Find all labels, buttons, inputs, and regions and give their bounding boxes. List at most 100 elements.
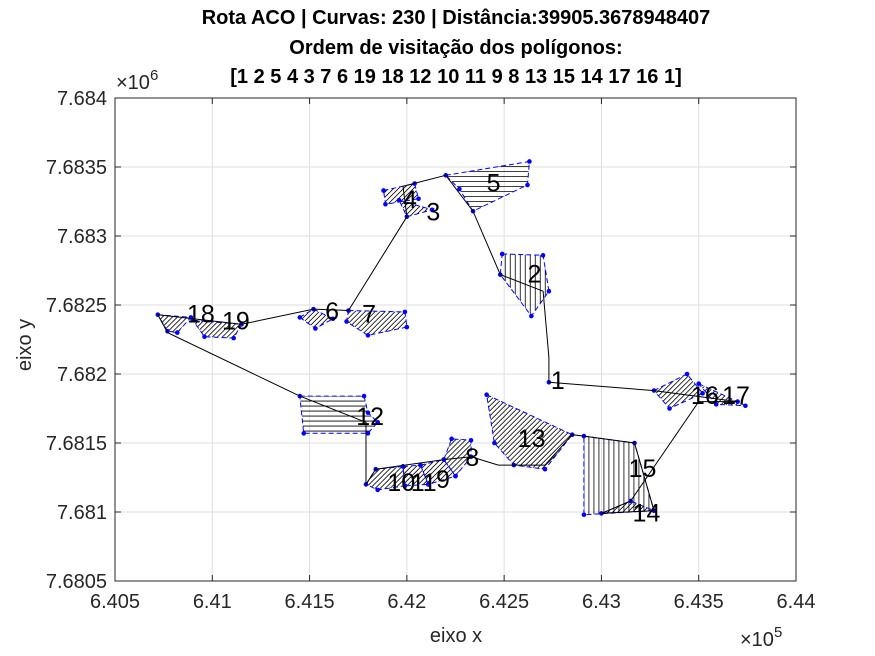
x-axis-label: eixo x [430,625,482,647]
y-tick-label: 7.684 [57,88,107,110]
hatch-line [361,310,387,336]
polygon-vertex [540,253,546,258]
hatch-line [621,501,635,514]
polygon-label-16: 16 [691,382,719,410]
polygon-outline-11 [402,464,430,487]
x-tick-label: 6.44 [777,591,816,613]
y-tick-label: 7.6815 [46,433,107,455]
chart-title-line-3: [1 2 5 4 3 7 6 19 18 12 10 11 9 8 13 15 … [230,66,681,88]
polygon-vertex [418,462,423,468]
hatch-line [393,466,405,490]
x-tick-label: 6.41 [193,591,232,613]
polygon-vertex [527,159,532,164]
y-tick-label: 7.681 [57,502,107,524]
hatch-line [346,310,357,336]
hatch-line [443,438,467,477]
polygon-vertex [457,186,462,192]
polygon-vertex [301,431,307,436]
polygon-label-1: 1 [551,367,565,395]
polygon-label-10: 10 [387,469,415,497]
polygon-outline-13 [485,393,573,470]
polygon-vertex [525,182,530,188]
polygon-label-4: 4 [403,186,417,214]
route [156,174,738,514]
x-tick-label: 6.435 [674,591,724,613]
polygon-outline-5 [444,160,530,212]
y-tick-label: 7.683 [57,226,107,248]
hatch-line [399,200,407,217]
polygon-hatch-15 [583,436,654,515]
polygon-vertex [231,335,236,341]
hatch-line [660,374,696,409]
hatch-line [368,466,393,490]
polygon-label-2: 2 [527,261,541,289]
polygon-vertex [743,403,748,409]
polygon-vertex [404,324,410,330]
chart-title-line-2: Ordem de visitação dos polígonos: [289,37,622,59]
polygon-label-5: 5 [487,170,501,198]
polygon-vertex [344,319,349,324]
polygon-vertex [484,392,489,398]
y-tick-label: 7.6835 [46,157,107,179]
hatch-line [205,320,225,339]
x-axis-multiplier: ×105 [740,624,782,651]
polygon-vertex [383,201,388,207]
polygon-label-12: 12 [356,403,384,431]
polygon-label-13: 13 [518,425,546,453]
hatch-line [346,310,367,336]
polygon-vertex [713,402,719,407]
hatch-line [435,459,456,485]
hatch-line [541,394,573,470]
polygon-label-17: 17 [722,382,750,410]
hatch-line [403,465,408,486]
hatch-line [192,320,200,339]
polygon-outline-2 [499,253,550,317]
hatch-line [403,465,423,486]
polygon-vertex [361,393,367,399]
polygon-vertex [453,473,458,479]
polygon-outline-8 [443,438,472,477]
hatch-line [366,310,392,336]
hatch-line [486,394,517,470]
x-tick-label: 6.415 [285,591,335,613]
polygon-vertex [529,313,534,319]
x-axis-multiplier-base: ×10 [740,629,774,651]
y-tick-label: 7.6825 [46,295,107,317]
polygon-label-8: 8 [465,444,479,472]
polygon-vertex [499,251,505,257]
polygon-vertex [396,197,402,203]
hatch-line [443,438,472,477]
hatch-line [392,183,414,205]
polygon-vertex [365,410,371,415]
hatch-line [516,394,573,470]
hatch-line [521,394,573,470]
polygon-label-14: 14 [633,499,661,527]
polygon-vertex [375,487,380,493]
polygon-vertex [416,196,421,202]
y-tick-label: 7.682 [57,364,107,386]
hatch-line [403,465,418,486]
polygon-vertex [696,381,702,386]
polygon-vertex [667,406,672,411]
polygon-vertex [700,391,705,396]
y-axis-multiplier: ×106 [116,67,158,94]
polygon-vertex [365,333,371,338]
polygon-vertex [425,482,431,487]
polygon-label-18: 18 [187,301,215,329]
hatch-line [371,310,397,336]
polygon-vertex [581,512,587,518]
polygon-label-11: 11 [411,469,437,497]
hatch-line [388,466,405,490]
polygon-vertex [429,207,435,213]
y-tick-label: 7.6805 [46,571,107,593]
y-axis-multiplier-exponent: 6 [150,67,158,84]
x-axis-multiplier-exponent: 5 [774,624,782,641]
x-tick-label: 6.42 [387,591,426,613]
hatch-line [536,394,573,470]
polygon-outline-16 [653,373,704,410]
polygon-vertex [402,483,408,489]
x-tick-label: 6.43 [582,591,621,613]
polygon-vertex [468,437,474,443]
